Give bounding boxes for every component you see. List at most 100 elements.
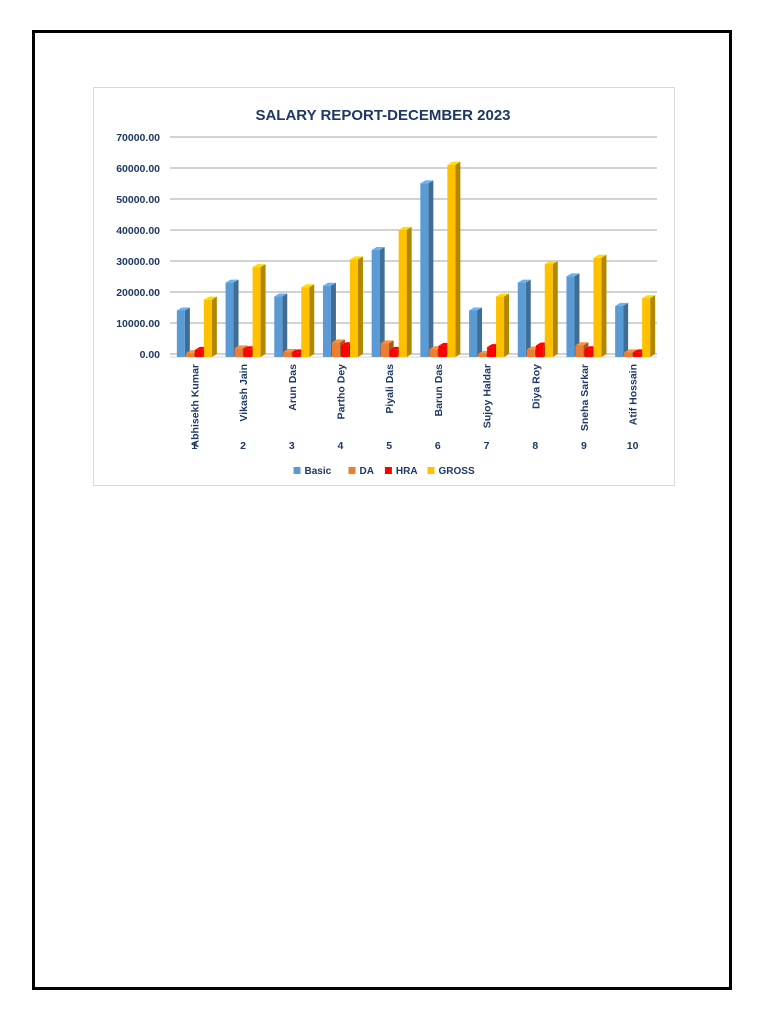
legend-label: HRA bbox=[396, 466, 418, 477]
bar-side bbox=[455, 161, 461, 357]
bar-basic-3 bbox=[274, 293, 288, 357]
page-border bbox=[32, 30, 732, 990]
bar-gross-8 bbox=[544, 261, 558, 357]
bar-front bbox=[243, 349, 252, 357]
x-category-label: Sneha Sarkar bbox=[579, 364, 591, 431]
bar-top bbox=[566, 273, 580, 277]
bar-front bbox=[194, 349, 203, 357]
legend-swatch bbox=[348, 467, 356, 474]
bar-front bbox=[544, 264, 553, 357]
bar-side bbox=[477, 307, 483, 357]
bars bbox=[176, 161, 656, 357]
bar-front bbox=[252, 267, 261, 357]
bar-top bbox=[301, 284, 315, 288]
x-category-number: 9 bbox=[581, 440, 587, 452]
bar-front bbox=[526, 349, 535, 357]
legend-swatch bbox=[427, 467, 435, 474]
x-category-label: Abhisekh Kumar bbox=[189, 364, 201, 447]
bar-front bbox=[487, 347, 496, 357]
bar-side bbox=[260, 264, 266, 357]
bar-front bbox=[535, 345, 544, 357]
x-category-label: Sujoy Haldar bbox=[482, 364, 494, 428]
bar-side bbox=[650, 295, 656, 357]
chart-canvas: SALARY REPORT-DECEMBER 2023 0.00 10000.00… bbox=[116, 107, 657, 477]
bar-top bbox=[176, 307, 190, 311]
x-category-label: Arun Das bbox=[287, 364, 299, 411]
salary-chart: SALARY REPORT-DECEMBER 2023 0.00 10000.00… bbox=[93, 87, 675, 486]
bar-basic-2 bbox=[225, 279, 239, 357]
bar-front bbox=[185, 353, 194, 357]
bar-front bbox=[234, 348, 243, 357]
x-category-number: 7 bbox=[484, 440, 490, 452]
bar-top bbox=[517, 279, 531, 283]
bar-basic-6 bbox=[420, 180, 434, 357]
bar-front bbox=[176, 310, 185, 357]
bar-front bbox=[322, 285, 331, 357]
bar-basic-4 bbox=[322, 282, 336, 357]
bar-side bbox=[406, 226, 412, 357]
bar-gross-4 bbox=[349, 256, 363, 357]
bar-basic-10 bbox=[615, 302, 629, 357]
bar-gross-7 bbox=[496, 293, 510, 357]
bar-front bbox=[203, 299, 212, 357]
bar-side bbox=[379, 247, 385, 357]
bar-gross-10 bbox=[642, 295, 656, 357]
bar-side bbox=[574, 273, 580, 357]
bar-front bbox=[447, 164, 456, 357]
bar-top bbox=[380, 340, 394, 344]
bar-top bbox=[469, 307, 483, 311]
bar-top bbox=[371, 247, 385, 251]
bar-front bbox=[593, 257, 602, 357]
bar-top bbox=[624, 349, 638, 353]
bar-front bbox=[380, 343, 389, 357]
bar-front bbox=[469, 310, 478, 357]
bar-front bbox=[274, 296, 283, 357]
bar-gross-6 bbox=[447, 161, 461, 357]
y-tick-label: 30000.00 bbox=[116, 256, 160, 268]
bar-front bbox=[283, 352, 292, 357]
bar-front bbox=[615, 305, 624, 357]
y-tick-label: 20000.00 bbox=[116, 287, 160, 299]
y-tick-label: 0.00 bbox=[140, 349, 161, 361]
bar-side bbox=[330, 282, 336, 357]
y-tick-label: 70000.00 bbox=[116, 132, 160, 144]
x-category-number: 10 bbox=[627, 440, 639, 452]
bar-front bbox=[331, 342, 340, 357]
bar-front bbox=[478, 353, 487, 357]
legend-label: Basic bbox=[305, 466, 332, 477]
bar-basic-8 bbox=[517, 279, 531, 357]
y-axis-ticks: 0.00 10000.00 20000.00 30000.00 40000.00 5000… bbox=[116, 132, 160, 361]
x-category-number: 3 bbox=[289, 440, 295, 452]
bar-front bbox=[340, 345, 349, 357]
bar-side bbox=[233, 279, 239, 357]
bar-top bbox=[575, 342, 589, 346]
bar-front bbox=[349, 259, 358, 357]
gridlines bbox=[170, 136, 657, 358]
y-tick-label: 50000.00 bbox=[116, 194, 160, 206]
bar-top bbox=[322, 282, 336, 286]
bar-top bbox=[420, 180, 434, 184]
x-category-label: Piyali Das bbox=[384, 364, 396, 414]
bar-basic-9 bbox=[566, 273, 580, 357]
legend-item-basic: Basic bbox=[293, 466, 332, 477]
bar-basic-1 bbox=[176, 307, 190, 357]
legend-item-gross: GROSS bbox=[427, 466, 475, 477]
y-tick-label: 40000.00 bbox=[116, 225, 160, 237]
bar-top bbox=[447, 161, 461, 165]
bar-top bbox=[642, 295, 656, 299]
bar-gross-1 bbox=[203, 296, 217, 357]
bar-front bbox=[371, 250, 380, 357]
bar-front bbox=[517, 282, 526, 357]
bar-basic-5 bbox=[371, 247, 385, 357]
bar-top bbox=[349, 256, 363, 260]
legend: Basic DA HRA GROSS bbox=[293, 466, 475, 477]
bar-front bbox=[633, 352, 642, 357]
legend-swatch bbox=[384, 467, 392, 474]
legend-item-da: DA bbox=[348, 466, 374, 477]
x-category-number: 1 bbox=[191, 440, 197, 452]
x-category-number: 2 bbox=[240, 440, 246, 452]
x-category-number: 8 bbox=[532, 440, 538, 452]
bar-side bbox=[552, 261, 558, 357]
y-tick-label: 10000.00 bbox=[116, 318, 160, 330]
bar-top bbox=[203, 296, 217, 300]
